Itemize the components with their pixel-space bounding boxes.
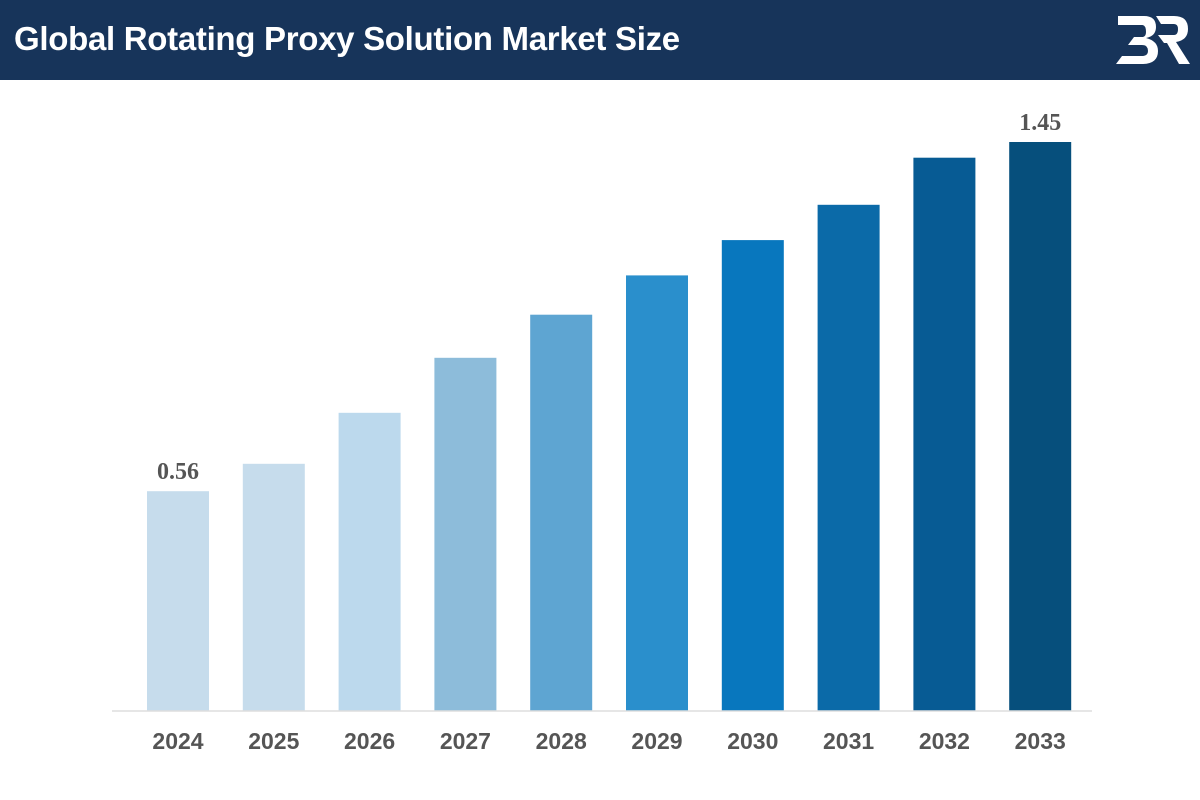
bars-group [147,142,1072,712]
chart-title: Global Rotating Proxy Solution Market Si… [14,20,680,57]
x-tick-label: 2027 [440,728,491,754]
x-tick-label: 2030 [727,728,778,754]
x-tick-label: 2031 [823,728,874,754]
bar-2028 [530,314,593,711]
x-tick-label: 2029 [631,728,682,754]
x-tick-label: 2024 [152,728,203,754]
data-label-2024: 0.56 [157,459,199,485]
header-bar: Global Rotating Proxy Solution Market Si… [0,0,1200,80]
x-tick-label: 2033 [1015,728,1066,754]
x-tick-label: 2025 [248,728,299,754]
x-tick-label: 2026 [344,728,395,754]
bar-2032 [913,157,976,711]
x-tick-label: 2028 [536,728,587,754]
bar-2030 [721,240,784,711]
bar-2024 [147,491,209,711]
value-labels-group: 0.56 1.45 [157,110,1061,485]
x-tick-labels-group: 2024 2025 2026 2027 2028 2029 2030 2031 2032 2033 [152,728,1065,754]
bar-2027 [434,357,497,711]
bar-2031 [817,204,880,712]
bar-2033 [1009,142,1072,711]
data-label-2033: 1.45 [1019,110,1061,136]
bar-2025 [242,463,305,711]
x-tick-label: 2032 [919,728,970,754]
br-logo-icon [1116,16,1190,64]
bar-2026 [338,412,401,711]
bar-chart: 0.56 1.45 2024 2025 2026 2027 2028 2029 2030 203… [112,110,1092,754]
bar-2029 [626,275,688,711]
